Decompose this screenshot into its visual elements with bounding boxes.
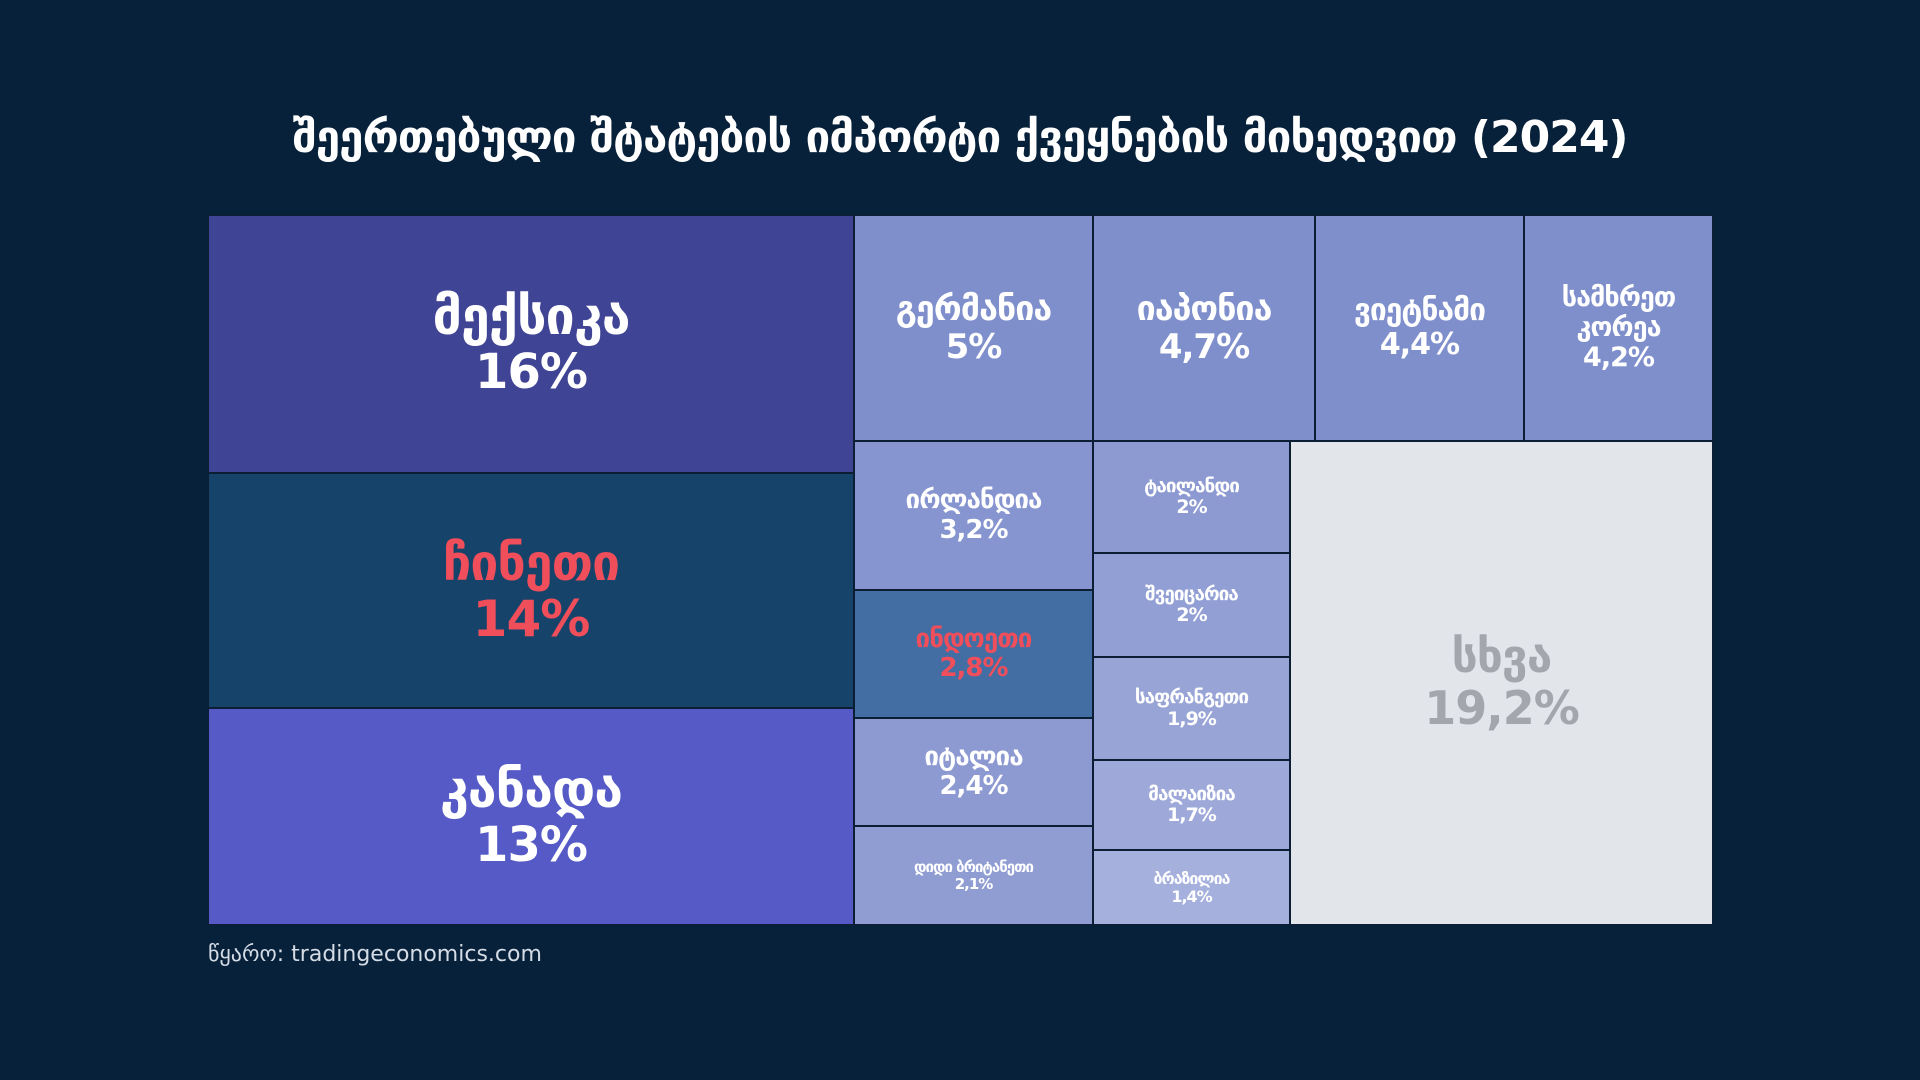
treemap-tile: სამხრეთ კორეა 4,2%	[1524, 215, 1713, 441]
treemap-tile: მალაიზია 1,7%	[1093, 760, 1290, 850]
treemap-tile: შვეიცარია 2%	[1093, 553, 1290, 657]
treemap-tile: ჩინეთი 14%	[208, 473, 854, 708]
treemap-tile: ბრაზილია 1,4%	[1093, 850, 1290, 925]
tile-value: 4,7%	[1158, 327, 1250, 367]
tile-label: შვეიცარია	[1145, 582, 1239, 605]
treemap-tile: საფრანგეთი 1,9%	[1093, 657, 1290, 760]
tile-value: 3,2%	[939, 514, 1008, 545]
treemap-tile: ირლანდია 3,2%	[854, 441, 1093, 590]
tile-value: 19,2%	[1424, 681, 1580, 735]
tile-label: ბრაზილია	[1153, 868, 1231, 888]
tile-value: 2%	[1176, 604, 1207, 626]
tile-value: 2%	[1176, 496, 1207, 518]
treemap-tile: ტაილანდი 2%	[1093, 441, 1290, 553]
tile-value: 14%	[472, 589, 591, 648]
tile-value: 16%	[475, 344, 588, 401]
tile-label: გერმანია	[895, 288, 1052, 329]
treemap-tile: იაპონია 4,7%	[1093, 215, 1315, 441]
tile-value: 2,4%	[939, 771, 1008, 801]
tile-value: 2,1%	[954, 874, 994, 893]
treemap-tile: მექსიკა 16%	[208, 215, 854, 473]
treemap-tile: ინდოეთი 2,8%	[854, 590, 1093, 718]
tile-label: ჩინეთი	[442, 533, 620, 592]
tile-label: საფრანგეთი	[1134, 686, 1249, 709]
source-label: წყარო:	[208, 942, 285, 967]
tile-label: სამხრეთ კორეა	[1561, 281, 1677, 343]
tile-label: იაპონია	[1136, 288, 1273, 329]
tile-value: 2,8%	[939, 653, 1008, 683]
source-note: წყარო: tradingeconomics.com	[208, 942, 542, 967]
tile-value: 1,4%	[1171, 886, 1212, 906]
treemap-tile: კანადა 13%	[208, 708, 854, 925]
treemap-tile: ვიეტნამი 4,4%	[1315, 215, 1524, 441]
treemap-tile: გერმანია 5%	[854, 215, 1093, 441]
tile-value: 5%	[945, 327, 1003, 367]
tile-label: მექსიკა	[432, 287, 630, 347]
tile-value: 1,7%	[1167, 804, 1217, 826]
tile-label: ირლანდია	[905, 485, 1043, 516]
treemap-tile: იტალია 2,4%	[854, 718, 1093, 826]
tile-label: კანადა	[439, 759, 623, 820]
tile-label: ინდოეთი	[915, 623, 1033, 654]
tile-label: იტალია	[924, 741, 1023, 772]
tile-value: 4,4%	[1379, 327, 1460, 362]
tile-label: ტაილანდი	[1144, 474, 1240, 497]
tile-label: დიდი ბრიტანეთი	[914, 857, 1034, 876]
tile-label: ვიეტნამი	[1353, 293, 1486, 329]
tile-value: 13%	[475, 816, 588, 873]
treemap-tile: სხვა 19,2%	[1290, 441, 1713, 925]
treemap-tile: დიდი ბრიტანეთი 2,1%	[854, 826, 1093, 925]
tile-label: სხვა	[1451, 629, 1553, 684]
source-value: tradingeconomics.com	[291, 942, 542, 967]
chart-title: შეერთებული შტატების იმპორტი ქვეყნების მი…	[292, 112, 1628, 163]
tile-label: მალაიზია	[1148, 782, 1236, 805]
tile-value: 1,9%	[1167, 707, 1217, 730]
treemap: მექსიკა 16% ჩინეთი 14% კანადა 13% გერმანია 5% ია…	[208, 215, 1713, 925]
tile-value: 4,2%	[1583, 342, 1655, 374]
